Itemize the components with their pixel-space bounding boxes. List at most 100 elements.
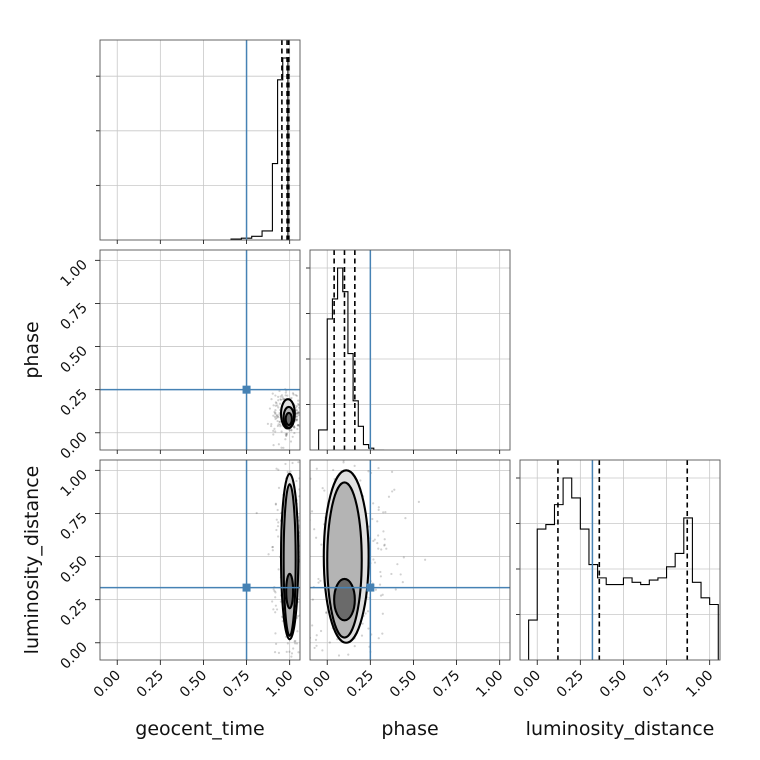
scatter-point (271, 600, 274, 603)
scatter-point (274, 394, 277, 397)
scatter-point (285, 433, 288, 436)
scatter-point (278, 423, 282, 426)
contour-inner (285, 572, 295, 610)
scatter-point (342, 461, 345, 464)
scatter-point (285, 434, 288, 437)
scatter-point (274, 417, 277, 421)
scatter-point (417, 500, 420, 503)
scatter-point (280, 394, 284, 397)
scatter-point (296, 615, 300, 618)
scatter-point (303, 574, 305, 576)
scatter-point (277, 443, 280, 446)
scatter-point (268, 407, 272, 410)
panel-frame-phase-luminosity_distance (309, 459, 511, 661)
scatter-point (304, 672, 306, 674)
scatter-point (293, 640, 296, 643)
scatter-point (292, 661, 294, 663)
scatter-point (277, 423, 280, 426)
scatter-point (279, 395, 282, 398)
hist-panel-geocent_time (100, 40, 300, 240)
scatter-point (290, 689, 292, 691)
scatter-point (371, 517, 374, 521)
scatter-point (276, 508, 279, 512)
scatter-point (273, 447, 275, 449)
scatter-point (290, 428, 293, 431)
scatter-point (271, 392, 274, 395)
scatter-point (360, 634, 364, 637)
scatter-point (279, 398, 282, 401)
scatter-point (372, 666, 374, 668)
scatter-point (313, 544, 315, 546)
contour-inner (333, 577, 356, 622)
scatter-point (302, 411, 304, 413)
scatter-point (377, 506, 380, 509)
panel-frame-phase (309, 249, 511, 451)
scatter-point (275, 608, 279, 611)
scatter-point (297, 492, 299, 494)
scatter-point (274, 412, 277, 415)
scatter-point (374, 588, 378, 591)
scatter-point (287, 455, 289, 457)
scatter-point (272, 588, 275, 591)
scatter-point (296, 423, 300, 427)
scatter-point (328, 427, 330, 429)
y-tick-label: 0.25 (57, 596, 90, 629)
scatter-point (275, 518, 278, 521)
scatter-point (367, 627, 370, 630)
scatter-point (373, 538, 376, 541)
x-axis-label-geocent-time: geocent_time (135, 718, 264, 740)
scatter-point (303, 590, 305, 592)
scatter-point (317, 703, 319, 705)
scatter-point (272, 608, 275, 611)
scatter-point (278, 389, 281, 393)
scatter-point (380, 548, 383, 551)
x-tick-label: 0.75 (220, 668, 253, 701)
scatter-point (278, 413, 281, 416)
scatter-point (297, 402, 300, 406)
scatter-point (296, 427, 299, 431)
scatter-point (317, 577, 320, 581)
scatter-point (303, 601, 305, 603)
scatter-point (273, 415, 277, 419)
scatter-point (367, 470, 370, 473)
scatter-point (288, 429, 291, 432)
scatter-point (293, 474, 295, 476)
scatter-point (377, 508, 380, 511)
scatter-point (300, 402, 302, 404)
scatter-point (301, 601, 303, 603)
scatter-point (303, 540, 305, 542)
contour-inner (284, 411, 293, 427)
scatter-point (276, 404, 279, 407)
scatter-point (325, 457, 327, 459)
scatter-point (272, 444, 275, 447)
scatter-point (328, 641, 331, 644)
panel-frame-luminosity_distance (519, 459, 721, 661)
scatter-point (277, 651, 281, 654)
scatter-point (277, 535, 280, 538)
x-tick-label: 0.00 (91, 668, 124, 701)
scatter-point (288, 650, 291, 653)
y-axis-label-phase: phase (21, 321, 43, 378)
scatter-point (303, 754, 305, 756)
scatter-point (294, 642, 297, 645)
scatter-point (304, 558, 306, 560)
scatter-point (381, 593, 384, 596)
scatter-point (321, 649, 324, 652)
scatter-point (274, 411, 277, 414)
scatter-point (282, 446, 285, 449)
scatter-point (319, 663, 321, 665)
hist-bars-geocent_time (230, 57, 294, 240)
y-tick-label: 0.75 (57, 510, 90, 543)
scatter-panel-phase-luminosity_distance (293, 427, 510, 705)
scatter-point (295, 418, 298, 421)
scatter-point (390, 470, 394, 473)
scatter-point (277, 468, 280, 471)
scatter-point (336, 638, 339, 641)
scatter-point (303, 588, 305, 590)
scatter-point (335, 447, 337, 449)
scatter-point (295, 412, 298, 415)
scatter-point (278, 402, 282, 405)
scatter-point (312, 664, 314, 666)
scatter-point (311, 598, 314, 601)
scatter-point (303, 487, 305, 489)
